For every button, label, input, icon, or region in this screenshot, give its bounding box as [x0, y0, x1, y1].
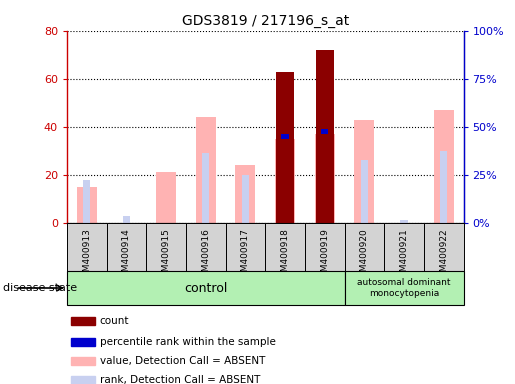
Bar: [156, 172, 176, 223]
Text: GSM400919: GSM400919: [320, 228, 329, 283]
Text: GSM400915: GSM400915: [162, 228, 170, 283]
Text: count: count: [100, 316, 129, 326]
Bar: [146, 223, 186, 271]
Bar: [235, 165, 255, 223]
Bar: [316, 50, 334, 223]
Bar: [71, 357, 95, 365]
Bar: [275, 139, 295, 223]
Text: GSM400914: GSM400914: [122, 228, 131, 283]
Text: GSM400921: GSM400921: [400, 228, 408, 283]
Bar: [361, 161, 368, 223]
Bar: [107, 223, 146, 271]
Title: GDS3819 / 217196_s_at: GDS3819 / 217196_s_at: [182, 14, 349, 28]
Bar: [321, 129, 328, 134]
Bar: [71, 338, 95, 346]
Text: GSM400922: GSM400922: [439, 228, 448, 283]
Bar: [265, 223, 305, 271]
Bar: [196, 117, 216, 223]
Bar: [345, 271, 464, 305]
Bar: [123, 215, 130, 223]
Bar: [83, 180, 90, 223]
Bar: [315, 134, 335, 223]
Bar: [434, 110, 454, 223]
Text: GSM400918: GSM400918: [281, 228, 289, 283]
Text: GSM400917: GSM400917: [241, 228, 250, 283]
Text: autosomal dominant
monocytopenia: autosomal dominant monocytopenia: [357, 278, 451, 298]
Text: rank, Detection Call = ABSENT: rank, Detection Call = ABSENT: [100, 375, 260, 384]
Bar: [401, 220, 407, 223]
Bar: [71, 376, 95, 384]
Bar: [186, 223, 226, 271]
Bar: [282, 134, 288, 139]
Text: GSM400916: GSM400916: [201, 228, 210, 283]
Bar: [67, 271, 345, 305]
Bar: [202, 153, 209, 223]
Text: value, Detection Call = ABSENT: value, Detection Call = ABSENT: [100, 356, 265, 366]
Bar: [67, 223, 107, 271]
Text: disease state: disease state: [3, 283, 77, 293]
Bar: [345, 223, 384, 271]
Text: GSM400920: GSM400920: [360, 228, 369, 283]
Bar: [305, 223, 345, 271]
Bar: [276, 71, 294, 223]
Bar: [242, 175, 249, 223]
Bar: [77, 187, 97, 223]
Text: control: control: [184, 281, 228, 295]
Bar: [424, 223, 464, 271]
Text: GSM400913: GSM400913: [82, 228, 91, 283]
Text: percentile rank within the sample: percentile rank within the sample: [100, 337, 276, 347]
Bar: [384, 223, 424, 271]
Bar: [440, 151, 447, 223]
Bar: [354, 119, 374, 223]
Bar: [71, 317, 95, 325]
Bar: [226, 223, 265, 271]
